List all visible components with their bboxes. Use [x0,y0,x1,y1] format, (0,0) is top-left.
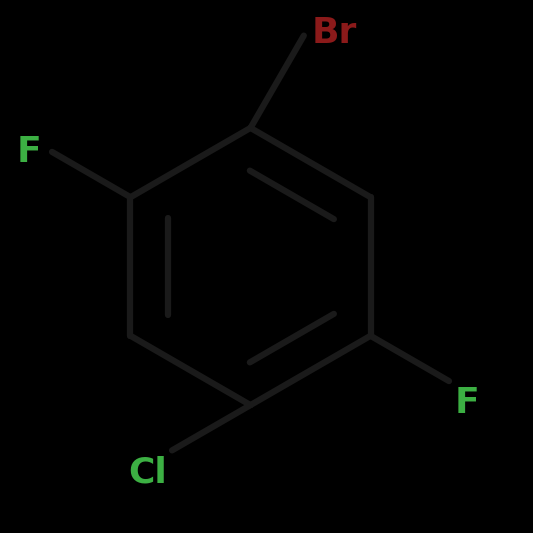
Text: Cl: Cl [128,456,167,490]
Text: Br: Br [312,16,357,50]
Text: F: F [17,135,42,169]
Text: F: F [454,386,479,421]
